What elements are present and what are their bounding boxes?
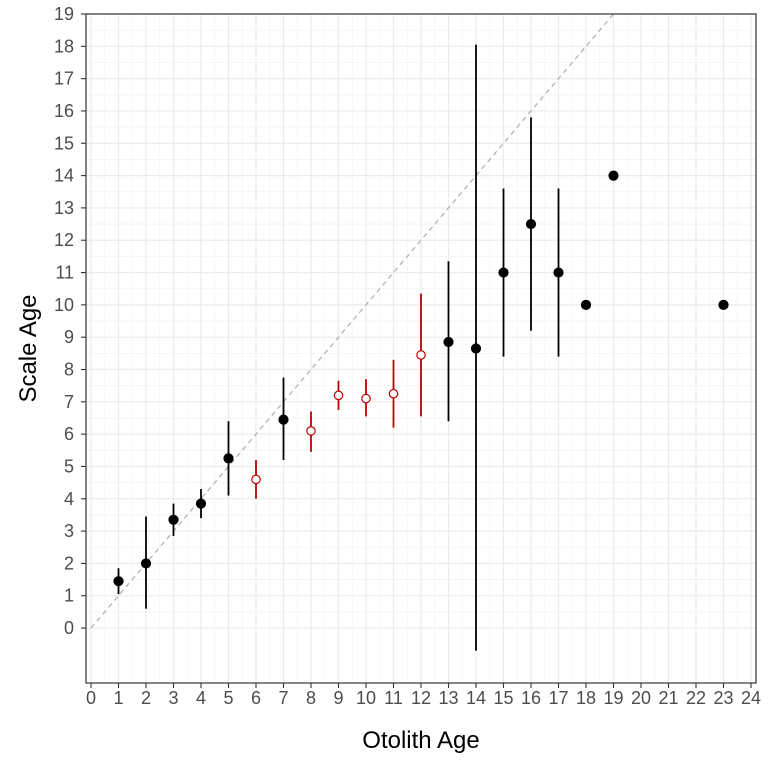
y-tick-label: 1 — [64, 586, 74, 606]
open-point — [251, 474, 261, 485]
x-tick-label: 24 — [741, 688, 761, 708]
open-point — [333, 390, 344, 401]
filled-point — [223, 453, 234, 464]
y-tick-label: 5 — [64, 456, 74, 476]
filled-point — [195, 498, 207, 509]
filled-point — [470, 343, 482, 354]
filled-point — [140, 558, 152, 569]
filled-point — [278, 414, 289, 425]
y-axis-title: Scale Age — [15, 294, 42, 402]
x-tick-label: 23 — [713, 688, 733, 708]
y-tick-label: 16 — [54, 101, 74, 121]
x-tick-label: 17 — [548, 688, 568, 708]
x-tick-label: 5 — [223, 688, 233, 708]
y-tick-label: 4 — [64, 489, 74, 509]
y-tick-label: 15 — [54, 133, 74, 153]
x-tick-label: 8 — [306, 688, 316, 708]
x-tick-label: 1 — [113, 688, 123, 708]
y-tick-label: 18 — [54, 36, 74, 56]
x-tick-label: 21 — [658, 688, 678, 708]
filled-point — [718, 299, 729, 310]
y-tick-label: 2 — [64, 553, 74, 573]
y-tick-label: 12 — [54, 230, 74, 250]
x-axis-title: Otolith Age — [362, 727, 479, 754]
x-tick-label: 12 — [411, 688, 431, 708]
open-point — [306, 426, 316, 436]
y-tick-label: 13 — [54, 198, 74, 218]
filled-point — [553, 267, 564, 278]
x-tick-label: 19 — [603, 688, 623, 708]
y-tick-label: 8 — [64, 360, 74, 380]
y-tick-label: 9 — [64, 327, 74, 347]
filled-point — [113, 576, 124, 587]
filled-point — [608, 170, 619, 181]
x-tick-label: 10 — [356, 688, 376, 708]
x-tick-label: 4 — [196, 688, 206, 708]
y-tick-label: 0 — [64, 618, 74, 638]
x-tick-label: 6 — [251, 688, 261, 708]
y-tick-label: 6 — [64, 424, 74, 444]
x-tick-label: 11 — [384, 688, 403, 708]
x-tick-label: 15 — [493, 688, 513, 708]
open-point — [361, 393, 371, 404]
x-tick-label: 13 — [438, 688, 458, 708]
y-tick-label: 3 — [64, 521, 74, 541]
data-marks — [113, 44, 729, 651]
y-tick-label: 17 — [54, 69, 74, 89]
open-point — [388, 388, 399, 399]
x-axis: 0 1 2 3 4 5 6 7 8 9 10 11 12 13 14 15 16 17 18 19 20 21 22 23 24 — [86, 683, 761, 708]
filled-point — [168, 514, 179, 525]
x-tick-label: 2 — [141, 688, 151, 708]
x-tick-label: 3 — [168, 688, 178, 708]
y-tick-label: 10 — [54, 295, 74, 315]
filled-point — [580, 299, 592, 310]
x-tick-label: 9 — [333, 688, 343, 708]
filled-point — [443, 336, 454, 348]
x-tick-label: 7 — [278, 688, 288, 708]
y-tick-label: 14 — [54, 166, 74, 186]
y-tick-label: 19 — [54, 4, 74, 24]
x-tick-label: 14 — [466, 688, 486, 708]
y-tick-label: 11 — [55, 263, 74, 283]
x-tick-label: 16 — [521, 688, 541, 708]
x-tick-label: 22 — [686, 688, 706, 708]
y-tick-label: 7 — [64, 392, 74, 412]
x-tick-label: 18 — [576, 688, 596, 708]
x-tick-label: 20 — [631, 688, 651, 708]
x-tick-label: 0 — [86, 688, 96, 708]
filled-point — [498, 267, 509, 278]
open-point — [416, 350, 426, 360]
filled-point — [525, 218, 537, 230]
